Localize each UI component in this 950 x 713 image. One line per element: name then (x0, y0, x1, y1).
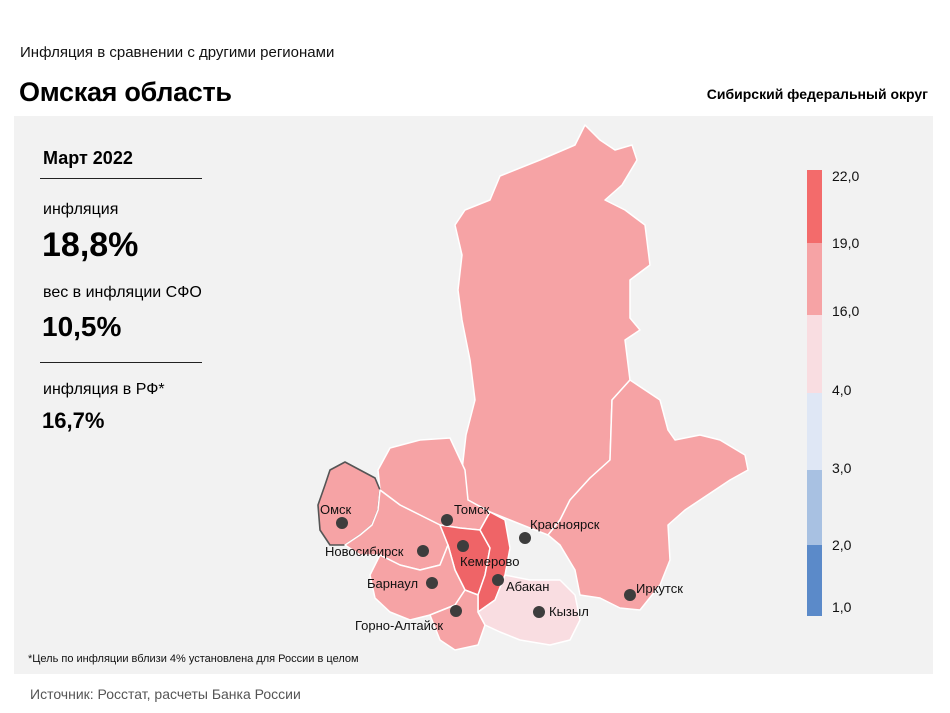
legend-tick-22: 22,0 (832, 168, 859, 184)
city-dot-tomsk (441, 514, 453, 526)
city-label-novosibirsk: Новосибирск (325, 544, 404, 559)
region-title: Омская область (19, 77, 232, 107)
city-label-gorno-altaysk: Горно-Алтайск (355, 618, 443, 633)
city-label-barnaul: Барнаул (367, 576, 418, 591)
subtitle: Инфляция в сравнении с другими регионами (20, 44, 335, 61)
city-label-tomsk: Томск (454, 502, 490, 517)
inflation-label: инфляция (43, 201, 119, 218)
legend-bin-19-22 (807, 170, 822, 243)
legend-tick-2: 2,0 (832, 537, 852, 553)
city-dot-gorno-altaysk (450, 605, 462, 617)
legend-bin-4-16 (807, 315, 822, 393)
city-label-krasnoyarsk: Красноярск (530, 517, 600, 532)
legend-bin-1-2 (807, 545, 822, 616)
city-label-irkutsk: Иркутск (636, 581, 683, 596)
region-irkutsk (547, 379, 749, 611)
city-dot-krasnoyarsk (519, 532, 531, 544)
district-label: Сибирский федеральный округ (706, 86, 928, 102)
city-dot-irkutsk (624, 589, 636, 601)
legend-tick-16: 16,0 (832, 303, 859, 319)
source-note: Источник: Росстат, расчеты Банка России (30, 686, 301, 702)
inflation-value: 18,8% (42, 226, 139, 264)
city-markers: Омск Томск Новосибирск Кемерово Краснояр… (320, 502, 683, 633)
legend-tick-1: 1,0 (832, 599, 852, 615)
footnote: *Цель по инфляции вблизи 4% установлена … (28, 653, 359, 665)
rf-inflation-value: 16,7% (42, 408, 105, 433)
siberia-map: Омск Томск Новосибирск Кемерово Краснояр… (317, 124, 859, 651)
city-label-abakan: Абакан (506, 579, 549, 594)
legend-bin-3-4 (807, 393, 822, 470)
weight-label: вес в инфляции СФО (43, 284, 202, 301)
divider-bottom (40, 362, 202, 363)
weight-value: 10,5% (42, 311, 122, 342)
city-dot-kyzyl (533, 606, 545, 618)
legend: 22,0 19,0 16,0 4,0 3,0 2,0 1,0 (807, 168, 859, 616)
city-label-kyzyl: Кызыл (549, 604, 589, 619)
city-dot-abakan (492, 574, 504, 586)
legend-tick-4: 4,0 (832, 382, 852, 398)
city-dot-omsk (336, 517, 348, 529)
city-dot-barnaul (426, 577, 438, 589)
legend-tick-19: 19,0 (832, 235, 859, 251)
city-label-kemerovo: Кемерово (460, 554, 519, 569)
city-dot-kemerovo (457, 540, 469, 552)
legend-bin-16-19 (807, 243, 822, 315)
period-label: Март 2022 (43, 148, 133, 168)
city-label-omsk: Омск (320, 502, 352, 517)
legend-tick-3: 3,0 (832, 460, 852, 476)
divider-top (40, 178, 202, 179)
rf-inflation-label: инфляция в РФ* (43, 381, 165, 398)
city-dot-novosibirsk (417, 545, 429, 557)
region-tyva (477, 574, 581, 646)
legend-bin-2-3 (807, 470, 822, 545)
